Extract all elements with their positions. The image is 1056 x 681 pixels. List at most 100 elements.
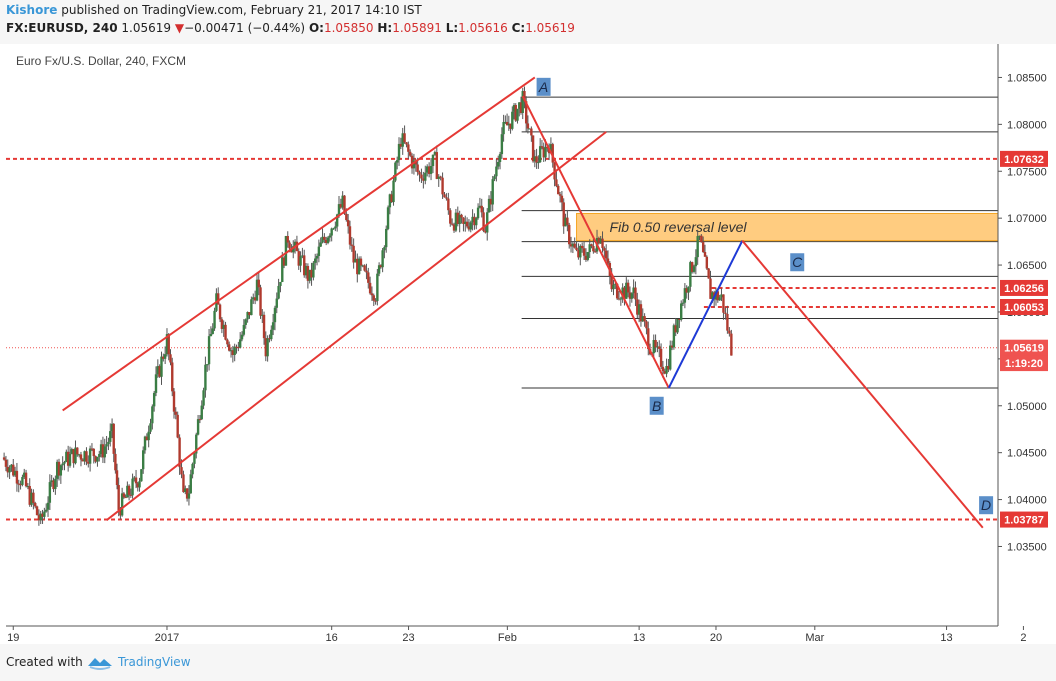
candle-body xyxy=(476,207,480,219)
candle-body xyxy=(500,134,504,155)
candle-body xyxy=(357,258,361,275)
open-value: 1.05850 xyxy=(323,21,374,35)
candle-body xyxy=(35,506,39,516)
candle-body xyxy=(728,330,731,334)
candle-body xyxy=(352,245,355,263)
candle-body xyxy=(257,279,260,288)
candle-body xyxy=(407,144,410,152)
candle-body xyxy=(533,156,537,162)
candle-body xyxy=(372,295,375,301)
candle-body xyxy=(560,195,564,203)
candle-body xyxy=(184,488,187,493)
author-link[interactable]: Kishore xyxy=(6,3,58,17)
candle-body xyxy=(59,465,63,476)
candle-body xyxy=(141,450,145,470)
y-tick-label: 1.05000 xyxy=(1007,401,1047,413)
candle-body xyxy=(110,423,114,432)
abcd-leg-bc xyxy=(667,240,744,389)
candle-body xyxy=(579,245,582,258)
candle-body xyxy=(103,446,106,458)
channel-line-1 xyxy=(105,131,607,522)
candle-body xyxy=(21,477,24,485)
candle-body xyxy=(178,437,181,468)
symbol-label: FX:EURUSD, 240 xyxy=(6,21,118,35)
candle-body xyxy=(147,431,150,441)
candle-body xyxy=(385,228,388,248)
candle-body xyxy=(204,364,207,391)
candle-body xyxy=(13,470,17,476)
candle-body xyxy=(367,272,370,283)
candle-body xyxy=(68,453,72,466)
candle-body xyxy=(262,314,266,339)
horizontal-levels xyxy=(6,96,998,521)
candle-body xyxy=(255,279,259,301)
candle-body xyxy=(512,105,516,112)
candle-body xyxy=(63,461,66,464)
candle-body xyxy=(226,339,229,345)
candle-body xyxy=(368,282,372,294)
candle-body xyxy=(516,108,519,121)
candle-body xyxy=(332,228,335,230)
candle-body xyxy=(523,91,526,102)
channel-line-0 xyxy=(62,76,536,412)
candle-body xyxy=(480,205,483,213)
tradingview-logo-icon[interactable] xyxy=(86,652,226,672)
candle-body xyxy=(478,205,482,208)
candle-body xyxy=(12,464,15,476)
candle-body xyxy=(270,329,273,340)
candle-body xyxy=(231,350,235,356)
candle-body xyxy=(601,238,604,249)
candle-body xyxy=(34,502,37,507)
candle-body xyxy=(10,464,13,468)
y-tick-label: 1.08000 xyxy=(1007,119,1047,131)
candle-body xyxy=(87,461,90,464)
candle-body xyxy=(326,237,330,243)
candle-body xyxy=(246,312,249,320)
candle-body xyxy=(52,480,55,490)
chart-title: Euro Fx/U.S. Dollar, 240, FXCM xyxy=(16,54,186,68)
price-label-box xyxy=(1000,355,1048,372)
candle-body xyxy=(176,414,179,438)
candle-body xyxy=(379,265,383,268)
candle-body xyxy=(19,484,22,486)
candle-body xyxy=(544,146,547,158)
candle-body xyxy=(564,217,567,227)
candle-body xyxy=(521,91,524,113)
candle-body xyxy=(566,217,569,225)
candle-body xyxy=(718,297,721,301)
candle-body xyxy=(374,300,377,302)
candle-body xyxy=(724,312,727,314)
candle-body xyxy=(427,166,431,174)
candle-body xyxy=(264,338,267,357)
candle-body xyxy=(577,250,580,258)
candle-body xyxy=(213,310,216,329)
candle-body xyxy=(259,287,262,316)
candle-body xyxy=(643,316,646,322)
candle-body xyxy=(217,293,220,305)
price-label-box xyxy=(1000,150,1048,167)
candle-body xyxy=(279,282,282,286)
candle-body xyxy=(228,344,231,351)
candle-body xyxy=(390,194,393,203)
x-tick-label: Mar xyxy=(805,632,824,644)
candle-body xyxy=(48,482,52,503)
candle-body xyxy=(55,461,59,479)
y-tick-label: 1.03500 xyxy=(1007,541,1047,553)
candle-body xyxy=(354,258,357,263)
candle-body xyxy=(138,481,141,488)
candle-body xyxy=(610,276,613,290)
candle-body xyxy=(669,345,672,370)
candle-body xyxy=(61,463,64,466)
candle-body xyxy=(271,322,275,330)
last-price: 1.05619 xyxy=(121,21,172,35)
price-label-box xyxy=(1000,298,1048,315)
candle-body xyxy=(169,354,172,363)
tradingview-brand[interactable]: TradingView xyxy=(118,655,191,669)
candle-body xyxy=(114,453,117,471)
candle-body xyxy=(392,180,395,203)
candle-body xyxy=(443,194,446,198)
high-label: H: xyxy=(377,21,393,35)
candle-body xyxy=(526,123,530,129)
candle-body xyxy=(306,265,310,281)
